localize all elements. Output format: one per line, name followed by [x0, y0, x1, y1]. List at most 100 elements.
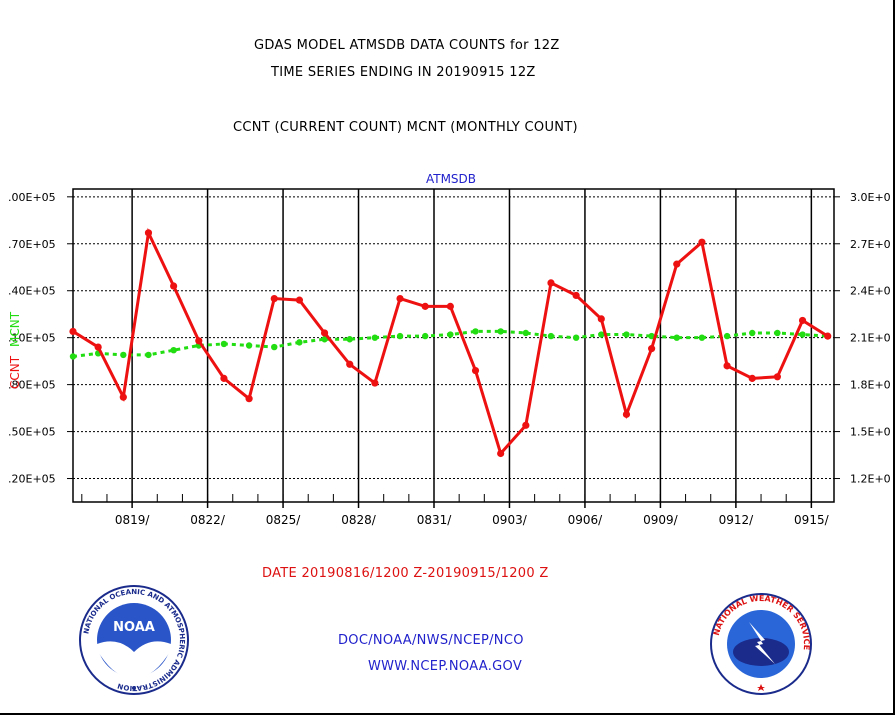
ccnt-point [396, 294, 404, 303]
date-range-label: DATE 20190816/1200 Z-20190915/1200 Z [262, 566, 549, 581]
x-tick-label: 0819/ [115, 513, 151, 527]
ccnt-point [245, 395, 253, 403]
x-tick-label: 0822/ [190, 513, 226, 527]
mcnt-point [648, 332, 655, 340]
ccnt-point [270, 294, 278, 303]
x-tick-label: 0828/ [341, 513, 377, 527]
y-tick-label-left: .00E+05 [8, 191, 56, 204]
x-tick-label: 0903/ [492, 513, 528, 527]
mcnt-point [799, 331, 806, 338]
ccnt-point [547, 279, 555, 287]
ccnt-point [195, 337, 203, 345]
mcnt-point [421, 332, 429, 340]
ccnt-point [119, 393, 127, 401]
ccnt-point [597, 315, 605, 323]
mcnt-point [447, 331, 454, 338]
mcnt-point [598, 331, 605, 338]
ccnt-point [773, 373, 781, 381]
chart-title-line2: TIME SERIES ENDING IN 20190915 12Z [271, 65, 536, 80]
y-axis-label-ccnt: CCNT [8, 355, 22, 389]
mcnt-point [346, 336, 353, 343]
ccnt-point [220, 374, 228, 382]
mcnt-point [170, 346, 177, 354]
y-tick-label-right: 2.7E+0 [850, 238, 891, 251]
ccnt-point [798, 316, 807, 325]
y-tick-label-left: .80E+05 [8, 379, 56, 392]
y-tick-label-right: 1.8E+0 [850, 379, 891, 392]
chart-subtitle: CCNT (CURRENT COUNT) MCNT (MONTHLY COUNT… [233, 120, 578, 135]
ccnt-point [69, 327, 77, 336]
mcnt-point [673, 334, 680, 341]
mcnt-point [723, 332, 731, 340]
mcnt-point [120, 351, 127, 359]
ccnt-point [170, 282, 178, 290]
mcnt-point [774, 329, 781, 337]
mcnt-point [547, 332, 555, 340]
ccnt-line [72, 227, 829, 457]
mcnt-point [271, 343, 278, 351]
mcnt-point [296, 339, 303, 346]
mcnt-point [698, 334, 706, 341]
y-tick-label-left: .70E+05 [8, 238, 56, 251]
y-tick-label-right: 1.5E+0 [850, 426, 891, 439]
ccnt-point [824, 332, 832, 340]
ccnt-point [748, 374, 756, 382]
plot-area-border [72, 188, 835, 503]
ccnt-point [497, 449, 505, 458]
mcnt-point [623, 331, 630, 338]
mcnt-point [220, 340, 228, 348]
x-tick-label: 0906/ [568, 513, 604, 527]
mcnt-point [472, 328, 479, 335]
ccnt-point [698, 238, 706, 246]
y-tick-label-left: .40E+05 [8, 285, 56, 298]
mcnt-point [572, 334, 580, 341]
y-tick-label-right: 2.1E+0 [850, 332, 891, 345]
mcnt-point [749, 329, 756, 337]
y-tick-label-right: 2.4E+0 [850, 285, 891, 298]
y-tick-label-left: .10E+05 [8, 332, 56, 345]
noaa-logo: NATIONAL OCEANIC AND ATMOSPHERIC ADMINIS… [79, 585, 189, 695]
mcnt-point [522, 329, 530, 337]
y-tick-label-right: 1.2E+0 [850, 473, 891, 486]
mcnt-point [371, 334, 379, 341]
ccnt-point [446, 302, 454, 310]
mcnt-point [396, 332, 404, 340]
y-axis-label-mcnt: MCNT [8, 311, 22, 347]
chart-title-line1: GDAS MODEL ATMSDB DATA COUNTS for 12Z [254, 38, 560, 53]
grid [67, 189, 840, 508]
ccnt-point [320, 329, 329, 337]
mcnt-point [69, 353, 77, 360]
mcnt-point [245, 342, 253, 349]
ccnt-point [572, 291, 580, 300]
nws-logo: NATIONAL WEATHER SERVICE [710, 593, 812, 695]
svg-text:NOAA: NOAA [113, 620, 155, 635]
y-tick-label-left: .20E+05 [8, 473, 56, 486]
series-title: ATMSDB [426, 172, 476, 186]
ccnt-point [346, 360, 354, 368]
ccnt-point [421, 302, 429, 310]
mcnt-point [497, 328, 504, 335]
ccnt-point [622, 410, 631, 418]
mcnt-point [145, 351, 152, 359]
ccnt-point [144, 229, 153, 237]
ccnt-point [522, 421, 530, 429]
x-tick-label: 0912/ [719, 513, 755, 527]
ccnt-point [673, 260, 681, 268]
mcnt-point [321, 336, 328, 343]
y-tick-label-right: 3.0E+0 [850, 191, 891, 204]
ccnt-point [648, 345, 656, 353]
x-tick-label: 0909/ [643, 513, 679, 527]
ccnt-point [471, 366, 480, 375]
x-tick-label: 0915/ [794, 513, 830, 527]
x-tick-label: 0825/ [266, 513, 302, 527]
ccnt-point [295, 296, 304, 304]
y-tick-label-left: .50E+05 [8, 426, 56, 439]
ccnt-point [371, 379, 379, 387]
ccnt-point [723, 362, 731, 370]
org-label: DOC/NOAA/NWS/NCEP/NCO [338, 633, 524, 648]
x-tick-label: 0831/ [417, 513, 453, 527]
ccnt-point [94, 343, 102, 351]
website-label: WWW.NCEP.NOAA.GOV [368, 659, 523, 674]
